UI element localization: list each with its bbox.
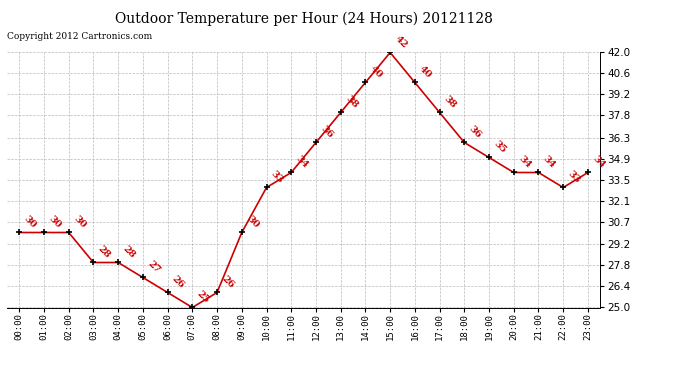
Text: Temperature  (°F): Temperature (°F) [503,30,601,39]
Text: 33: 33 [566,169,582,185]
Text: 36: 36 [467,124,483,140]
Text: 42: 42 [393,34,409,50]
Text: 30: 30 [47,214,63,230]
Text: 30: 30 [22,214,38,230]
Text: 34: 34 [517,154,533,170]
Text: 33: 33 [269,169,285,185]
Text: 34: 34 [294,154,310,170]
Text: 28: 28 [96,244,112,260]
Text: 36: 36 [319,124,335,140]
Text: 38: 38 [344,94,359,110]
Text: 40: 40 [368,64,384,80]
Text: 30: 30 [72,214,88,230]
Text: 40: 40 [417,64,433,80]
Text: 27: 27 [146,259,161,275]
Text: 34: 34 [591,154,607,170]
Text: 35: 35 [492,139,508,155]
Text: 34: 34 [541,154,558,170]
Text: 25: 25 [195,289,211,305]
Text: 28: 28 [121,244,137,260]
Text: 30: 30 [244,214,261,230]
Text: 26: 26 [170,274,186,290]
Text: Outdoor Temperature per Hour (24 Hours) 20121128: Outdoor Temperature per Hour (24 Hours) … [115,11,493,26]
Text: Copyright 2012 Cartronics.com: Copyright 2012 Cartronics.com [7,32,152,41]
Text: 26: 26 [220,274,236,290]
Text: 38: 38 [442,94,458,110]
